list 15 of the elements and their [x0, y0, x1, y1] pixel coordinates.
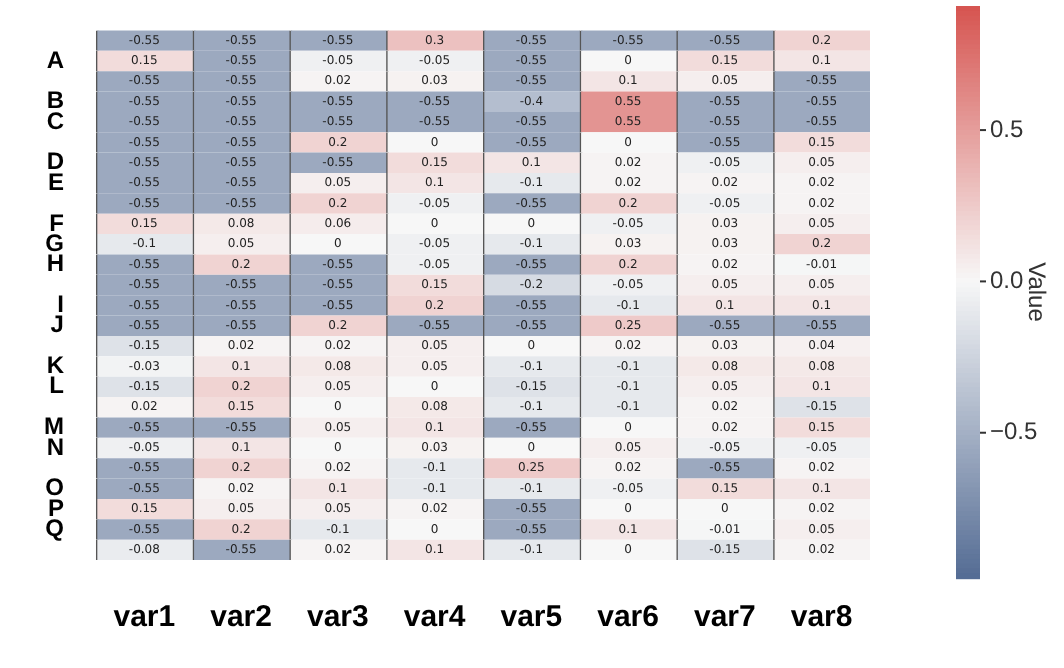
- color-bar-label: 0.0: [990, 266, 1025, 295]
- x-tick-label: var7: [694, 600, 756, 635]
- x-tick-label: var2: [210, 600, 272, 635]
- color-bar-label: 0.5: [990, 114, 1025, 143]
- color-bar-label: −0.5: [990, 417, 1039, 446]
- x-tick-label: var4: [403, 600, 467, 635]
- x-tick-label: var1: [113, 600, 176, 635]
- y-tick-label: L: [49, 371, 64, 400]
- x-tick-label: var3: [306, 600, 369, 635]
- x-tick-label: var5: [500, 600, 563, 635]
- color-bar-title: Value: [1023, 262, 1052, 323]
- x-tick-label: var8: [790, 600, 853, 635]
- y-tick-label: J: [50, 310, 64, 339]
- x-tick-label: var6: [597, 600, 659, 635]
- y-tick-label: A: [46, 45, 65, 74]
